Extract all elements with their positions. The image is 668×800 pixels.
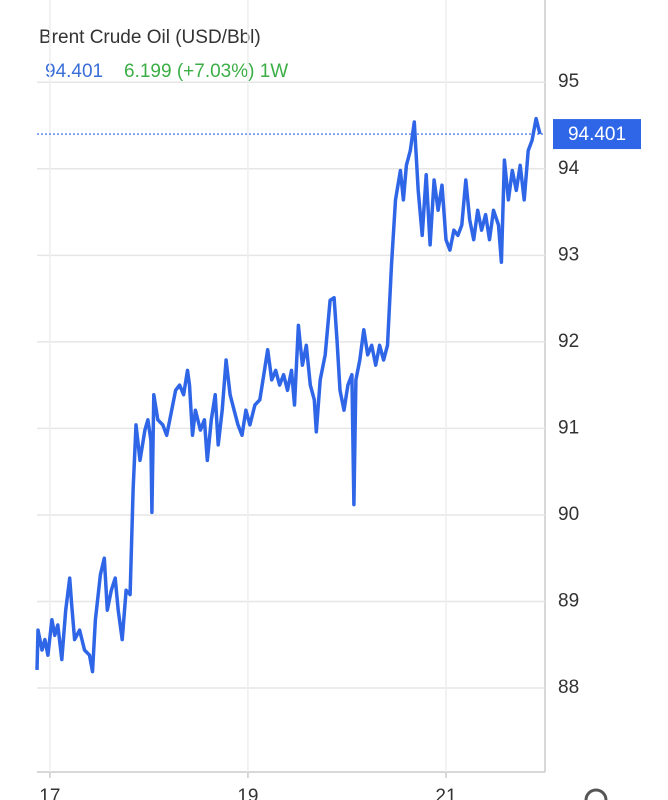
x-tick-label: 21 (435, 786, 456, 800)
last-price: 94.401 (45, 61, 103, 82)
y-tick-label: 89 (558, 591, 579, 612)
price-change: 6.199 (+7.03%) 1W (124, 61, 288, 82)
price-line (35, 116, 542, 674)
settings-icon[interactable] (584, 788, 608, 800)
y-tick-label: 90 (558, 504, 579, 525)
gear (584, 788, 608, 800)
price-tag (553, 119, 641, 150)
x-tick-label: 19 (237, 786, 258, 800)
y-tick-label: 91 (558, 417, 579, 438)
price-tag-label: 94.401 (568, 124, 626, 145)
chart-title: Brent Crude Oil (USD/Bbl) (39, 27, 261, 48)
y-tick-label: 94 (558, 158, 580, 179)
y-tick-label: 88 (558, 677, 579, 698)
y-tick-label: 93 (558, 244, 579, 265)
x-tick-label: 17 (39, 786, 60, 800)
y-tick-label: 95 (558, 71, 579, 92)
y-tick-label: 92 (558, 331, 579, 352)
